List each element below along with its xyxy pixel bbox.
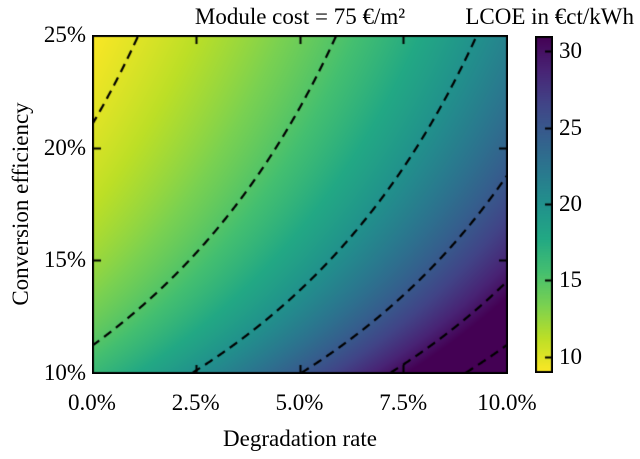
y-tick-label: 25% [43, 22, 86, 47]
colorbar-title: LCOE in €ct/kWh [465, 4, 634, 29]
colorbar-tick-label: 30 [559, 38, 582, 64]
colorbar-tick-label: 25 [559, 114, 582, 140]
colorbar-tick-label: 20 [559, 191, 582, 216]
y-tick-label: 15% [43, 247, 86, 273]
y-tick-label: 10% [43, 360, 86, 385]
x-axis-label: Degradation rate [223, 426, 377, 451]
colorbar-tick-label: 15 [559, 267, 582, 293]
y-tick-label: 20% [43, 134, 86, 160]
x-tick-label: 10.0% [477, 390, 537, 415]
x-tick-label: 5.0% [275, 390, 324, 415]
x-tick-label: 2.5% [171, 390, 220, 415]
heatmap-canvas [92, 35, 508, 374]
x-tick-label: 7.5% [379, 390, 428, 415]
colorbar-canvas [535, 36, 553, 373]
colorbar-tick-label: 10 [559, 343, 582, 369]
x-tick-label: 0.0% [68, 390, 116, 415]
plot-title: Module cost = 75 €/m² [194, 4, 406, 29]
